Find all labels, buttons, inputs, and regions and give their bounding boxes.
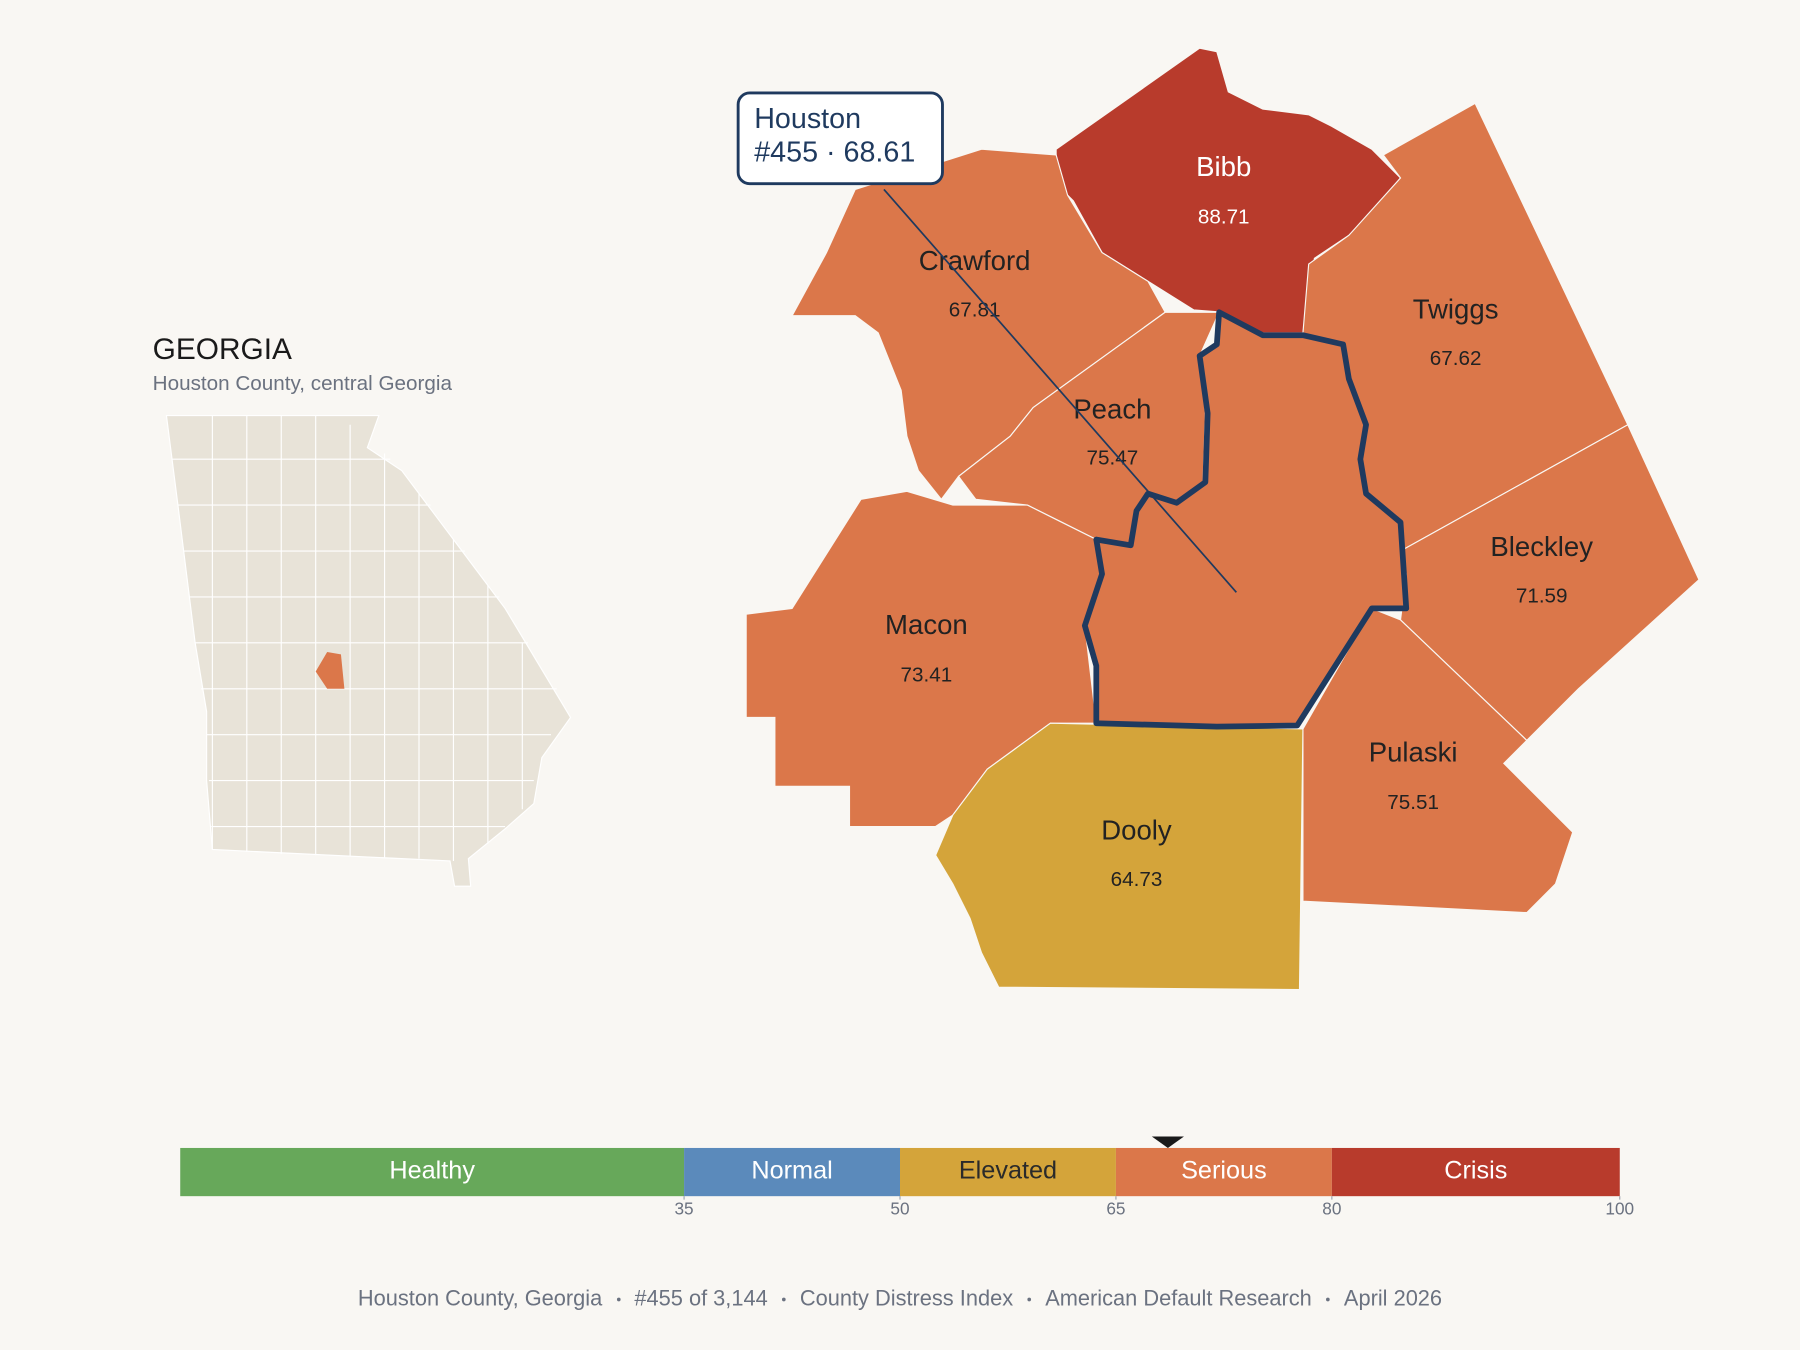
county-value: 88.71	[1198, 206, 1250, 229]
scale-tick-label: 50	[890, 1198, 909, 1218]
state-county-lines	[172, 415, 557, 861]
scale-band	[1115, 1147, 1332, 1197]
scale-marker	[1151, 1136, 1184, 1148]
county-value: 73.41	[901, 664, 953, 687]
scale-tick-label: 35	[674, 1198, 693, 1218]
county-value: 75.47	[1087, 447, 1139, 470]
scale-band	[684, 1147, 900, 1197]
county-name: Dooly	[1101, 815, 1172, 846]
tooltip-label: #455 · 68.61	[754, 136, 915, 168]
scale-band	[180, 1147, 685, 1197]
county-lines-v	[211, 415, 523, 861]
scale-band	[900, 1147, 1116, 1197]
scale-band-label: Serious	[1181, 1157, 1267, 1185]
tooltip-box	[736, 91, 944, 186]
inset-highlight	[315, 652, 345, 689]
scale-band-label: Crisis	[1444, 1157, 1507, 1185]
county-name: Bleckley	[1490, 531, 1593, 562]
tooltip-name: Houston	[754, 103, 861, 135]
scale: Healthy Normal Elevated Serious Crisis 35 50 65…	[180, 1136, 1634, 1218]
county-value: 64.73	[1111, 868, 1163, 891]
footer-item: #455 of 3,144	[634, 1285, 767, 1310]
footer-item: Houston County, Georgia	[358, 1285, 603, 1310]
county-value: 67.81	[949, 299, 1001, 322]
inset-subtitle: Houston County, central Georgia	[153, 372, 453, 395]
footer-item: County Distress Index	[800, 1285, 1013, 1310]
scale-tick-label: 80	[1322, 1198, 1341, 1218]
scale-tick-label: 100	[1605, 1198, 1634, 1218]
footer-item: American Default Research	[1045, 1285, 1312, 1310]
scale-band-label: Normal	[751, 1157, 832, 1185]
scale-tick-label: 65	[1106, 1198, 1125, 1218]
county	[1302, 607, 1574, 914]
scale-band-label: Healthy	[389, 1157, 475, 1185]
county-name: Pulaski	[1369, 736, 1458, 767]
footer-separator	[781, 1297, 786, 1302]
county-value: 75.51	[1387, 791, 1439, 814]
county	[934, 722, 1304, 991]
county-name: Peach	[1073, 393, 1151, 424]
scale-band	[1331, 1147, 1620, 1197]
footer-separator	[1326, 1297, 1330, 1302]
footer-separator	[1027, 1297, 1032, 1302]
footer-item: April 2026	[1344, 1285, 1442, 1310]
county-value: 67.62	[1430, 347, 1482, 370]
footer: Houston County, Georgia #455 of 3,144 Coun…	[358, 1285, 1442, 1310]
county-value: 71.59	[1516, 584, 1568, 607]
county-name: Macon	[885, 609, 968, 640]
highlight-county	[1081, 309, 1410, 730]
inset-title: GEORGIA	[153, 333, 292, 366]
scale-band-label: Elevated	[959, 1157, 1057, 1185]
county-name: Twiggs	[1413, 293, 1499, 324]
footer-text: Houston County, Georgia #455 of 3,144 Coun…	[358, 1285, 1442, 1310]
county-name: Crawford	[919, 245, 1031, 276]
tooltip-leader	[883, 188, 1238, 593]
county-name: Bibb	[1196, 151, 1251, 182]
footer-separator	[616, 1297, 621, 1302]
